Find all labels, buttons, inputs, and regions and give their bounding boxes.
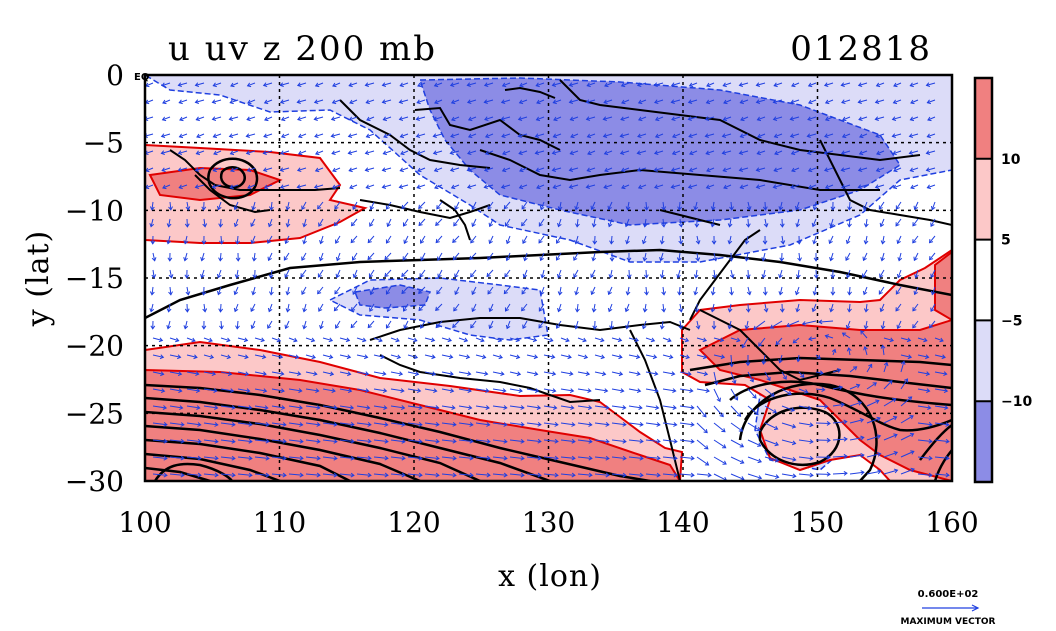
x-tick-label: 130 (522, 506, 575, 539)
colorbar-swatch (975, 239, 992, 321)
wind-vectors (145, 82, 950, 481)
x-tick-label: 120 (387, 506, 440, 539)
height-contours (145, 157, 952, 481)
y-tick-label: −30 (65, 465, 124, 498)
y-tick-label: −10 (65, 194, 124, 227)
x-tick-label: 110 (253, 506, 306, 539)
y-tick-label: −15 (65, 262, 124, 295)
y-tick-labels: 0 −5 −10 −15 −20 −25 −30 (65, 59, 124, 498)
colorbar: 10 5 −5 −10 (973, 76, 1032, 484)
reference-vector: 0.600E+02 MAXIMUM VECTOR (900, 589, 995, 627)
y-tick-label: −25 (65, 397, 124, 430)
colorbar-label: −5 (1001, 313, 1022, 329)
x-tick-labels: 100 110 120 130 140 150 160 (118, 506, 978, 539)
colorbar-label: −10 (1001, 394, 1032, 410)
colorbar-swatch (975, 78, 992, 159)
y-tick-label: 0 (106, 59, 124, 92)
reference-vector-magnitude: 0.600E+02 (918, 589, 979, 600)
colorbar-swatch (975, 401, 992, 482)
colorbar-swatch (975, 158, 992, 240)
chart-title: u uv z 200 mb (168, 29, 437, 69)
x-tick-label: 140 (656, 506, 709, 539)
y-tick-label: −20 (65, 330, 124, 363)
y-tick-label: −5 (83, 127, 124, 160)
colorbar-label: 5 (1001, 233, 1011, 249)
colorbar-label: 10 (1001, 152, 1021, 168)
x-tick-label: 100 (118, 506, 171, 539)
colorbar-swatch (975, 320, 992, 402)
x-tick-label: 150 (791, 506, 844, 539)
x-axis-label: x (lon) (498, 559, 602, 594)
x-tick-label: 160 (925, 506, 978, 539)
plot-area (145, 75, 952, 481)
y-axis-label: y (lat) (21, 230, 56, 327)
reference-vector-caption: MAXIMUM VECTOR (900, 617, 995, 627)
plot-frame (143, 73, 954, 483)
y-zero-suffix: EQ (134, 72, 149, 83)
date-label: 012818 (790, 29, 932, 69)
coastlines (169, 79, 952, 481)
